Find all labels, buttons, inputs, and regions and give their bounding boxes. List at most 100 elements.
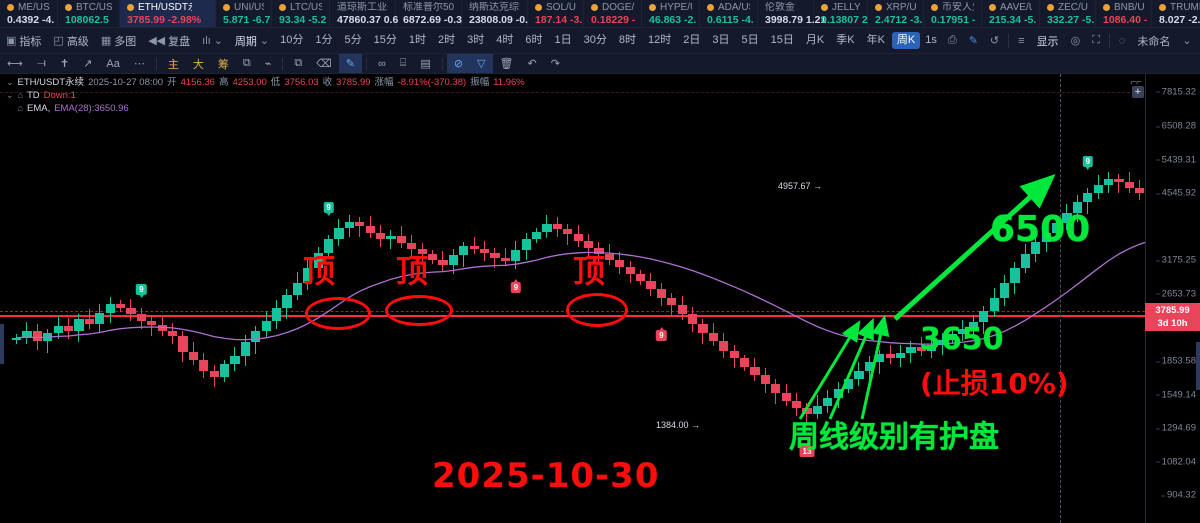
ticker-item[interactable]: 纳斯达克综合23808.09 -0. (462, 0, 528, 27)
eraser-icon[interactable]: ⌫ (316, 58, 332, 70)
list-icon[interactable]: ≡ (1018, 34, 1025, 47)
horizontal-line-icon[interactable]: ⟞ (36, 57, 46, 69)
tool-大[interactable]: 大 (192, 58, 204, 71)
note-icon[interactable]: ▤ (420, 58, 431, 70)
ticker-item[interactable]: 标准普尔5006872.69 -0.3 (396, 0, 462, 27)
draw-icon[interactable]: ✎ (338, 54, 362, 73)
magnet-icon[interactable]: ⧉ (242, 57, 251, 69)
period-3日[interactable]: 3日 (712, 34, 730, 46)
ticker-item[interactable]: DOGE/U0.18229 - (584, 0, 642, 27)
filter-icon[interactable]: ▽ (470, 54, 493, 73)
ray-icon[interactable]: ↗ (83, 58, 93, 70)
ticker-item[interactable]: BNB/US1086.40 - (1096, 0, 1152, 27)
period-12时[interactable]: 12时 (648, 34, 672, 46)
main-toolbar[interactable]: ▣ 指标 ◰ 高级 ▦ 多图 ◀◀ 复盘 ılı ⌄ 周期 ⌄ 10分 1分 5分 1… (0, 28, 1200, 54)
multichart-button[interactable]: ▦ 多图 (95, 28, 142, 53)
chevron-down-icon[interactable]: ⌄ (6, 77, 14, 87)
layout-name[interactable]: 未命名 (1137, 35, 1171, 48)
bar-type-button[interactable]: ılı ⌄ (196, 28, 229, 53)
period-1日[interactable]: 1日 (554, 34, 572, 46)
cross-icon[interactable]: ✝ (59, 58, 70, 70)
lock-icon[interactable]: ⌸ (399, 57, 407, 69)
trend-line-icon[interactable]: ⟷ (7, 58, 23, 70)
period-10分[interactable]: 10分 (280, 34, 304, 46)
legend-change: -8.91%(-370.38) (397, 77, 467, 88)
scrollbar-right[interactable] (1196, 342, 1200, 390)
ticker-item[interactable]: XRP/US2.4712 -3. (868, 0, 924, 27)
period-15分[interactable]: 15分 (373, 34, 397, 46)
replay-button[interactable]: ◀◀ 复盘 (142, 28, 196, 53)
ticker-item[interactable]: HYPE/U46.863 -2. (642, 0, 700, 27)
camera-icon[interactable]: ⎙ (947, 34, 957, 46)
ticker-item[interactable]: SOL/US187.14 -3. (528, 0, 584, 27)
cloud-icon[interactable]: ◌ (1118, 34, 1126, 47)
copy-icon[interactable]: ⧉ (294, 57, 303, 69)
period-2时[interactable]: 2时 (438, 34, 456, 46)
period-年K[interactable]: 年K (866, 34, 885, 46)
gear-icon[interactable]: ◎ (1070, 35, 1081, 47)
tool-主[interactable]: 主 (167, 58, 179, 71)
period-5分[interactable]: 5分 (344, 34, 362, 46)
ticker-bar[interactable]: ME/USD0.4392 -4.BTC/US108062.5ETH/USDT永续… (0, 0, 1200, 28)
toolbar-right[interactable]: 1s ⎙ ✎ ↺ ≡ 显示 ◎ ⛶ ◌ 未命名 ⌄ AI解读 ⤳ (920, 31, 1200, 50)
ticker-item[interactable]: 道琼斯工业平47860.37 0.6 (330, 0, 398, 27)
ticker-item[interactable]: UNI/US5.871 -6.7 (216, 0, 272, 27)
display-button[interactable]: 显示 (1036, 35, 1059, 48)
ticker-item[interactable]: ME/USD0.4392 -4. (0, 0, 58, 27)
period-30分[interactable]: 30分 (583, 34, 607, 46)
period-dropdown[interactable]: 周期 ⌄ (229, 28, 275, 53)
period-周K[interactable]: 周K (891, 32, 921, 49)
ticker-item[interactable]: ZEC/US332.27 -5. (1040, 0, 1096, 27)
ticker-price: 1086.40 - (1103, 13, 1148, 26)
period-5日[interactable]: 5日 (741, 34, 759, 46)
redo-icon[interactable]: ↷ (550, 58, 560, 70)
add-price-line-button[interactable]: + (1131, 85, 1144, 98)
ticker-item[interactable]: LTC/US 93.34 -5.2 (272, 0, 330, 27)
tool-筹[interactable]: 筹 (217, 58, 229, 71)
ticker-item[interactable]: AAVE/U215.34 -5. (982, 0, 1040, 27)
period-6时[interactable]: 6时 (525, 34, 543, 46)
period-8时[interactable]: 8时 (618, 34, 637, 46)
ticker-item[interactable]: TRUMP8.027 -2.8 (1152, 0, 1200, 27)
binocular-icon[interactable]: ∞ (377, 57, 386, 70)
ticker-item[interactable]: BTC/US 108062.5 (58, 0, 120, 27)
period-4时[interactable]: 4时 (496, 34, 514, 46)
bell-icon[interactable]: ⌂ (17, 90, 23, 100)
ticker-item[interactable]: 币安人生0.17951 - (924, 0, 982, 27)
scrollbar-left[interactable] (0, 324, 4, 364)
bell-icon[interactable]: ⌂ (17, 103, 23, 113)
ticker-item[interactable]: 伦敦金 3998.79 1.21 (758, 0, 826, 27)
chart-area[interactable]: 9 9 9 9 13 9 顶 顶 顶 2025-10-30 6 (0, 74, 1200, 523)
period-1时[interactable]: 1时 (408, 34, 427, 46)
period-季K[interactable]: 季K (836, 34, 855, 46)
period-月K[interactable]: 月K (805, 34, 825, 46)
trash-icon[interactable]: 🗑 (499, 58, 514, 70)
period-2日[interactable]: 2日 (683, 34, 701, 46)
period-3时[interactable]: 3时 (467, 34, 485, 46)
indicators-button[interactable]: ▣ 指标 (0, 28, 47, 53)
chart-plot[interactable]: 9 9 9 9 13 9 顶 顶 顶 2025-10-30 6 (0, 74, 1145, 523)
ticker-item[interactable]: ETH/USDT永续3785.99 -2.98% (120, 0, 216, 27)
refresh-rate[interactable]: 1s (925, 34, 937, 46)
fullscreen-icon[interactable]: ⛶ (1092, 34, 1100, 46)
period-list[interactable]: 10分 1分 5分 15分 1时 2时 3时 4时 6时 1日 30分 8时 12时 2日 3日 5日 15日月… (275, 32, 921, 49)
more-icon[interactable]: ⋯ (133, 58, 145, 70)
undo-icon[interactable]: ↶ (527, 58, 537, 70)
text-icon[interactable]: Aa (106, 57, 120, 70)
magnet2-icon[interactable]: ⊘ (446, 54, 471, 73)
measure-icon[interactable]: ⌁ (264, 58, 272, 70)
chevron-down-icon[interactable]: ⌄ (6, 90, 14, 100)
pencil-icon[interactable]: ✎ (968, 35, 978, 47)
chevron-down-icon[interactable]: ⌄ (1182, 35, 1192, 47)
drawing-toolbar[interactable]: ⟷ ⟞ ✝ ↗ Aa ⋯ 主大筹 ⧉ ⌁ ⧉ ⌫ ✎ ∞ ⌸ ▤ ⊘ ▽ 🗑 ↶ ↷ (0, 54, 1200, 74)
price-axis[interactable]: 7815.32 6508.28 5439.31 4545.92 3175.25 2653.… (1145, 74, 1200, 523)
expand-icon[interactable]: ⌐⌐ (1130, 77, 1142, 88)
period-1分[interactable]: 1分 (315, 34, 333, 46)
price-tick: 3175.25 (1155, 254, 1196, 266)
undo-icon[interactable]: ↺ (989, 35, 1000, 47)
ticker-item[interactable]: JELLYJE0.13807 2 (814, 0, 868, 27)
candle-body (199, 360, 209, 371)
ticker-item[interactable]: ADA/US0.6115 -4. (700, 0, 758, 27)
period-15日[interactable]: 15日 (770, 34, 794, 46)
advanced-button[interactable]: ◰ 高级 (47, 28, 94, 53)
